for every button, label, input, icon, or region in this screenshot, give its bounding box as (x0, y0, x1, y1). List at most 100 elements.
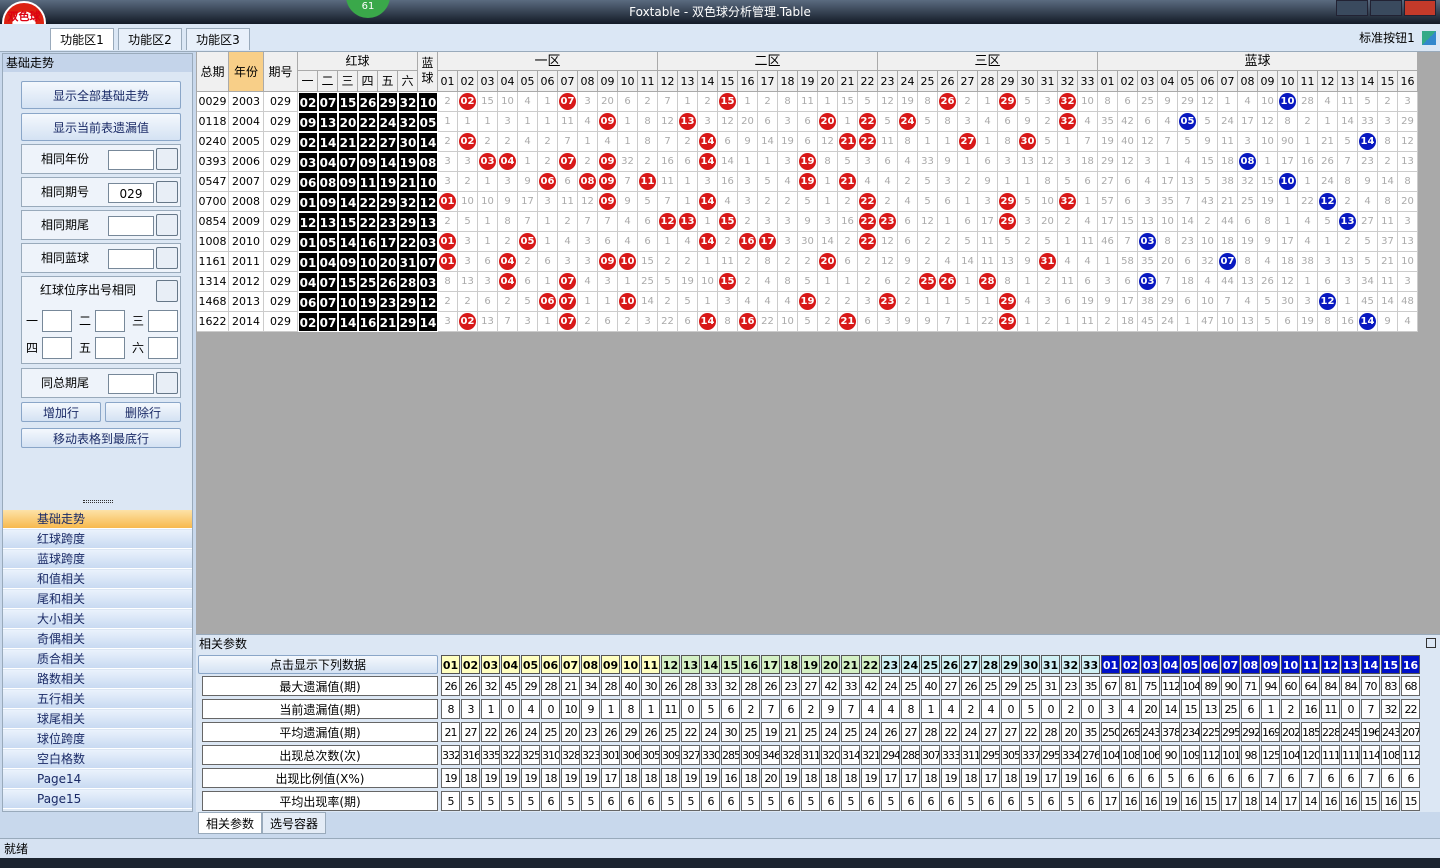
cell: 5 (798, 312, 818, 332)
position-input[interactable] (95, 337, 125, 359)
stats-value: 243 (1381, 722, 1400, 742)
position-input[interactable] (148, 337, 178, 359)
tab[interactable]: 功能区2 (118, 28, 182, 50)
cell: 15 (718, 212, 738, 232)
nav-item[interactable]: 五行相关 (3, 690, 192, 709)
minimize-button[interactable] (1336, 0, 1368, 16)
bottom-tab[interactable]: 选号容器 (262, 812, 326, 834)
maximize-button[interactable] (1370, 0, 1402, 16)
red-ball-cell: 07 (338, 152, 358, 172)
cell: 09 (598, 112, 618, 132)
stats-value: 5 (801, 791, 820, 811)
search-button[interactable] (156, 280, 178, 302)
red-ball: 16 (739, 313, 756, 330)
nav-item[interactable]: 红球跨度 (3, 530, 192, 549)
field-input[interactable] (108, 249, 154, 269)
nav-item[interactable]: 尾和相关 (3, 590, 192, 609)
nav-item[interactable]: 和值相关 (3, 570, 192, 589)
toolbar-button[interactable]: 标准按钮1 (1359, 31, 1415, 45)
cell: 6 (958, 212, 978, 232)
nav-item[interactable]: 奇偶相关 (3, 630, 192, 649)
side-button[interactable]: 显示当前表遗漏值 (21, 113, 181, 141)
stats-value: 309 (661, 745, 680, 765)
position-input[interactable] (42, 337, 72, 359)
search-button[interactable] (156, 148, 178, 170)
stats-value: 19 (481, 768, 500, 788)
red-ball: 32 (1059, 93, 1076, 110)
cell: 13 (1338, 252, 1358, 272)
position-input[interactable] (95, 310, 125, 332)
cell: 2 (1378, 152, 1398, 172)
cell: 3 (698, 172, 718, 192)
field-input[interactable] (108, 150, 154, 170)
cell: 7 (1078, 132, 1098, 152)
stats-value: 335 (481, 745, 500, 765)
cell: 1 (1298, 172, 1318, 192)
search-button[interactable] (156, 247, 178, 269)
cell: 5 (1258, 312, 1278, 332)
cell: 1 (1018, 272, 1038, 292)
stats-value: 6 (1081, 791, 1100, 811)
cell: 13 (1138, 212, 1158, 232)
side-button[interactable]: 显示全部基础走势 (21, 81, 181, 109)
cell: 24 (1218, 112, 1238, 132)
cell: 3 (718, 292, 738, 312)
search-button[interactable] (156, 214, 178, 236)
stats-value: 26 (641, 722, 660, 742)
action-button[interactable]: 增加行 (21, 402, 101, 422)
nav-item[interactable]: 球尾相关 (3, 710, 192, 729)
cell: 22 (758, 312, 778, 332)
cell: 3 (1098, 272, 1118, 292)
field-input[interactable] (108, 216, 154, 236)
cell: 6 (1118, 172, 1138, 192)
action-button[interactable]: 移动表格到最底行 (21, 428, 181, 448)
cell: 2 (538, 132, 558, 152)
stats-column-header: 25 (921, 655, 940, 674)
bottom-tab[interactable]: 相关参数 (198, 812, 262, 834)
cell: 6 (518, 272, 538, 292)
nav-item[interactable]: Page15 (3, 790, 192, 809)
nav-item[interactable]: 空白格数 (3, 750, 192, 769)
search-button[interactable] (156, 372, 178, 394)
stats-column-header: 09 (601, 655, 620, 674)
position-name: 一 (25, 314, 38, 328)
nav-item[interactable]: 基础走势 (3, 510, 192, 529)
cell: 19 (778, 132, 798, 152)
field-input[interactable]: 029 (108, 183, 154, 203)
nav-item[interactable]: 路数相关 (3, 670, 192, 689)
cell: 1 (1278, 212, 1298, 232)
cell: 3 (758, 212, 778, 232)
stats-value: 0 (1081, 699, 1100, 719)
cell: 3 (578, 92, 598, 112)
search-button[interactable] (156, 181, 178, 203)
cell: 1 (918, 132, 938, 152)
cell: 7 (578, 212, 598, 232)
stats-button[interactable]: 点击显示下列数据 (198, 655, 438, 674)
nav-item[interactable]: 球位跨度 (3, 730, 192, 749)
nav-item[interactable]: 大小相关 (3, 610, 192, 629)
cell: 2 (918, 232, 938, 252)
position-input[interactable] (148, 310, 178, 332)
field-input[interactable] (108, 374, 154, 394)
cell: 9 (898, 312, 918, 332)
tab[interactable]: 功能区3 (186, 28, 250, 50)
red-ball: 22 (859, 193, 876, 210)
action-button[interactable]: 删除行 (105, 402, 181, 422)
cell: 1 (978, 292, 998, 312)
nav-item[interactable]: Page14 (3, 770, 192, 789)
stats-value: 6 (541, 791, 560, 811)
stats-value: 28 (681, 676, 700, 696)
red-ball: 23 (879, 293, 896, 310)
cell: 8 (438, 272, 458, 292)
tab[interactable]: 功能区1 (50, 28, 114, 50)
cell: 4 (1298, 212, 1318, 232)
stats-value: 31 (1041, 676, 1060, 696)
stats-column-header: 09 (1261, 655, 1280, 674)
nav-item[interactable]: 蓝球跨度 (3, 550, 192, 569)
nav-item[interactable]: 质合相关 (3, 650, 192, 669)
position-input[interactable] (42, 310, 72, 332)
close-button[interactable] (1404, 0, 1436, 16)
blue-ball-cell: 12 (418, 192, 438, 212)
column-header: 期号 (264, 52, 298, 92)
cell: 1 (478, 232, 498, 252)
